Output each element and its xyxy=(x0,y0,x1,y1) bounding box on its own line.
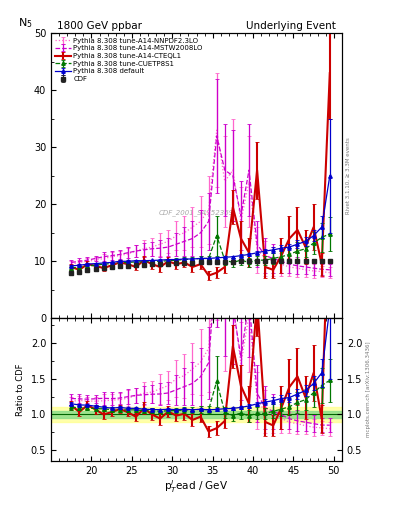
Text: CDF_2001_S4752369: CDF_2001_S4752369 xyxy=(159,209,234,216)
Text: Underlying Event: Underlying Event xyxy=(246,21,336,31)
Y-axis label: Rivet 3.1.10, ≥ 3.3M events: Rivet 3.1.10, ≥ 3.3M events xyxy=(346,137,351,214)
Legend: Pythia 8.308 tune-A14-NNPDF2.3LO, Pythia 8.308 tune-A14-MSTW2008LO, Pythia 8.308: Pythia 8.308 tune-A14-NNPDF2.3LO, Pythia… xyxy=(54,36,204,83)
Y-axis label: Ratio to CDF: Ratio to CDF xyxy=(16,364,25,416)
X-axis label: p$_T^l$ead / GeV: p$_T^l$ead / GeV xyxy=(164,478,229,495)
Text: 1800 GeV ppbar: 1800 GeV ppbar xyxy=(57,21,142,31)
Y-axis label: N$_5$: N$_5$ xyxy=(18,16,32,30)
Y-axis label: mcplots.cern.ch [arXiv:1306.3436]: mcplots.cern.ch [arXiv:1306.3436] xyxy=(366,342,371,437)
